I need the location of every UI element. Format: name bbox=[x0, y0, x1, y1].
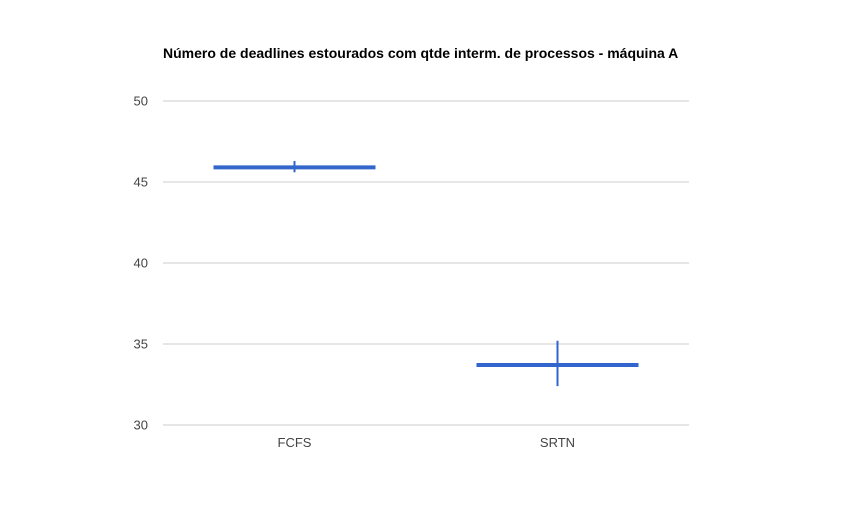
y-tick-label: 45 bbox=[134, 175, 148, 190]
y-tick-label: 30 bbox=[134, 418, 148, 433]
y-tick-label: 50 bbox=[134, 94, 148, 109]
x-tick-label: FCFS bbox=[278, 435, 312, 450]
y-tick-label: 35 bbox=[134, 337, 148, 352]
x-tick-label: SRTN bbox=[540, 435, 575, 450]
y-tick-label: 40 bbox=[134, 256, 148, 271]
chart-title: Número de deadlines estourados com qtde … bbox=[163, 45, 679, 61]
